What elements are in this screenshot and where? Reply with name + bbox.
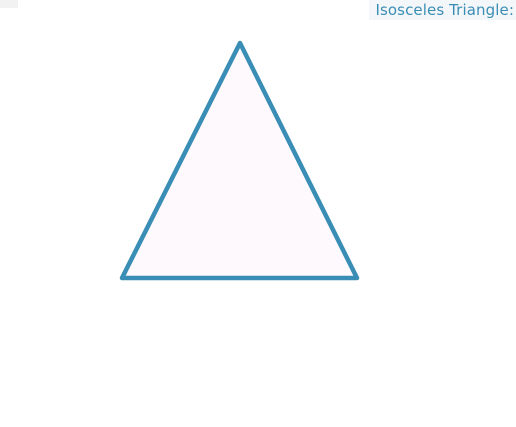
title-box: Isosceles Triangle: [369, 0, 516, 20]
corner-mark [0, 0, 18, 8]
isosceles-triangle [119, 40, 360, 281]
diagram-title: Isosceles Triangle: [375, 1, 514, 19]
